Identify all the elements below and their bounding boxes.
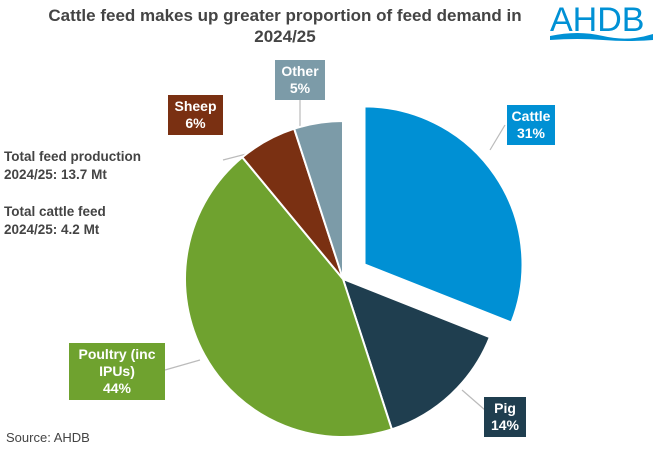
- pie-slice-cattle: [363, 105, 524, 324]
- label-other: Other 5%: [275, 60, 325, 100]
- cattle-feed-note: Total cattle feed 2024/25: 4.2 Mt: [4, 203, 106, 239]
- pie-slice-poultry: [184, 155, 394, 438]
- logo-text: AHDB: [550, 1, 644, 39]
- label-pig: Pig 14%: [484, 397, 526, 437]
- production-note: Total feed production 2024/25: 13.7 Mt: [4, 148, 141, 184]
- cattle-line2: 2024/25: 4.2 Mt: [4, 222, 100, 237]
- leader-line: [164, 359, 201, 371]
- chart-title: Cattle feed makes up greater proportion …: [48, 6, 522, 46]
- leader-line: [489, 124, 506, 151]
- label-cattle: Cattle 31%: [507, 105, 555, 145]
- label-sheep: Sheep 6%: [168, 95, 223, 135]
- production-line1: Total feed production: [4, 149, 141, 164]
- label-poultry: Poultry (inc IPUs) 44%: [69, 343, 165, 400]
- source-note: Source: AHDB: [6, 430, 90, 445]
- production-line2: 2024/25: 13.7 Mt: [4, 167, 107, 182]
- cattle-line1: Total cattle feed: [4, 204, 106, 219]
- pie-slice-other: [292, 119, 344, 280]
- leader-line: [461, 389, 486, 411]
